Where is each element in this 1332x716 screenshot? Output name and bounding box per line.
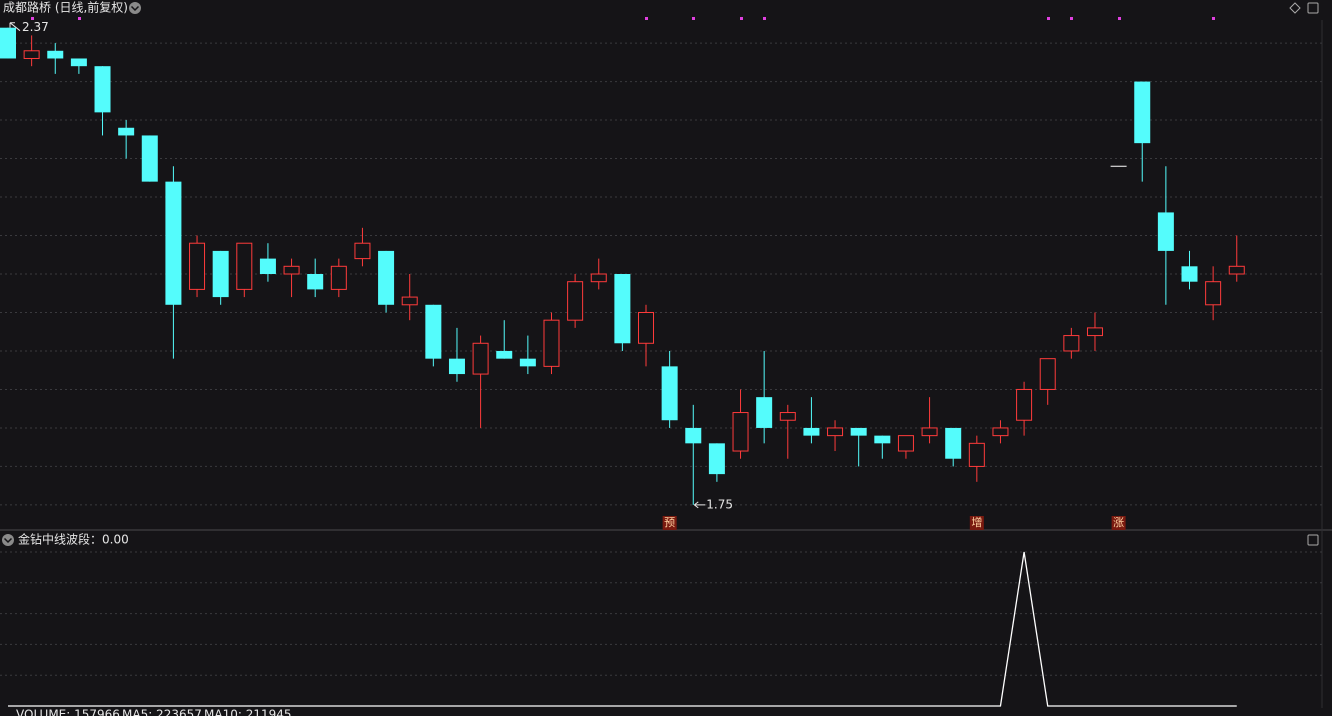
maximize-button[interactable] [1307, 2, 1319, 14]
candle-body [0, 27, 16, 59]
candle-body [189, 242, 206, 290]
candle-body [212, 250, 229, 298]
candle-body [1181, 266, 1198, 282]
candle-body [70, 58, 87, 67]
candle-body [496, 350, 513, 359]
candle-body [803, 427, 820, 436]
signal-label: 增 [971, 515, 982, 529]
candle-body [448, 358, 465, 375]
candle-body [378, 250, 395, 305]
candle-body [968, 442, 985, 467]
candle-body [141, 135, 158, 182]
candle-body [661, 366, 678, 421]
candle-body [1228, 265, 1245, 275]
candle-body [874, 435, 891, 444]
menu-button[interactable] [129, 2, 141, 14]
signal-label: 涨 [1113, 516, 1124, 529]
candle-body [307, 274, 324, 290]
candle-body [779, 412, 796, 421]
signal-badge [969, 516, 984, 530]
candle-body [354, 242, 371, 260]
candle-body [236, 242, 253, 290]
marker-arrow [9, 22, 21, 32]
indicator-menu[interactable] [2, 534, 14, 546]
candle-body [47, 50, 64, 59]
diamond-button[interactable] [1289, 2, 1301, 14]
marker-arrow [693, 501, 706, 509]
candle-body [330, 265, 347, 290]
low-marker: 1.75 [706, 497, 733, 511]
indicator-line [8, 551, 1237, 707]
menu-icon [130, 5, 140, 12]
candle-body [897, 435, 914, 452]
candle-body [590, 273, 607, 283]
candle-body [638, 311, 655, 344]
candle-body [992, 427, 1009, 437]
candle-body [23, 50, 40, 59]
chart-title: 成都路桥 (日线,前复权) [3, 0, 128, 15]
candle-body [1039, 358, 1056, 390]
volume-label: VOLUME: 157966 [16, 708, 120, 716]
signal-badge [662, 516, 677, 530]
candle-body [401, 296, 418, 306]
candle-body [1157, 212, 1174, 251]
candle-body [850, 427, 867, 436]
candle-body [425, 304, 442, 359]
candle-body [118, 127, 135, 136]
candle-body [283, 265, 300, 275]
candle-body [1134, 81, 1151, 144]
candle-body [945, 427, 962, 459]
candle-body [1063, 335, 1080, 352]
candle-body [519, 358, 536, 367]
candle-body [827, 427, 844, 437]
candle-body [567, 281, 584, 321]
ma10-label: MA10: 211945 [204, 708, 292, 716]
ma5-label: MA5: 223657 [122, 708, 202, 716]
candle-body [1205, 281, 1222, 306]
signal-badge [1111, 516, 1126, 530]
signal-dots [31, 17, 1215, 20]
candle-body [1016, 388, 1033, 421]
candle-body [94, 66, 111, 113]
candle-body [472, 342, 489, 375]
menu-icon [3, 537, 13, 544]
candle-body [921, 427, 938, 437]
candle-body [259, 258, 276, 274]
candle-body [165, 181, 182, 305]
signal-label: 预 [664, 516, 675, 529]
candle-body [732, 412, 749, 452]
indicator-title: 金钻中线波段：0.00 [18, 532, 129, 547]
maximize-button[interactable] [1307, 534, 1319, 546]
candle-body [685, 427, 702, 444]
candle-body [756, 397, 773, 428]
high-marker: 2.37 [22, 20, 49, 34]
candle-body [543, 319, 560, 367]
candle-body [614, 274, 631, 344]
candle-body [1086, 327, 1103, 337]
candle-body [708, 443, 725, 475]
